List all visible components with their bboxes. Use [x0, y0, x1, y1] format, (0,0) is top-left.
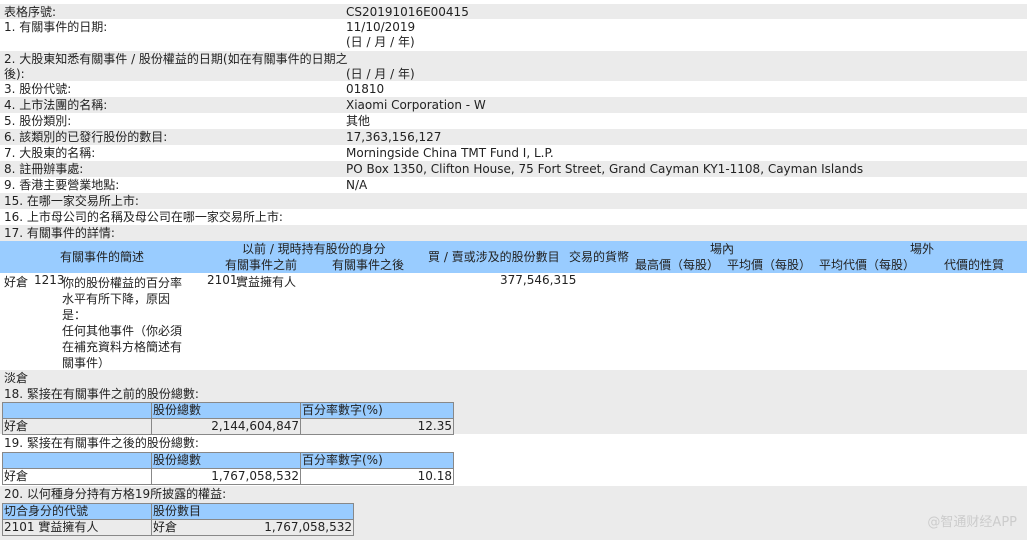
col-avg-consid: 平均代價（每股）	[819, 258, 916, 272]
desc-line: 在補充資料方格簡述有	[62, 340, 183, 354]
field-label: 15. 在哪一家交易所上市:	[4, 194, 139, 208]
field-row: 表格序號: CS20191016E00415	[0, 4, 1027, 19]
watermark: @智通财经APP	[927, 515, 1017, 530]
field-row: 5. 股份類別: 其他	[0, 113, 1027, 129]
s19-table: 股份總數 百分率數字(%) 好倉 1,767,058,532 10.18	[2, 452, 454, 485]
field-row: 17. 有關事件的詳情:	[0, 225, 1027, 241]
s20-shares: 1,767,058,532	[197, 519, 355, 536]
field-value-note: (日 / 月 / 年)	[346, 67, 415, 81]
desc-line: 你的股份權益的百分率	[62, 276, 183, 290]
col-nature: 代價的性質	[944, 258, 1005, 272]
field-value: Morningside China TMT Fund I, L.P.	[346, 146, 554, 160]
s20-title: 20. 以何種身分持有方格19所披露的權益:	[4, 487, 227, 501]
field-label: 6. 該類別的已發行股份的數目:	[4, 130, 168, 144]
field-label: 7. 大股東的名稱:	[4, 146, 96, 160]
s19-pos: 好倉	[2, 468, 152, 485]
s19-shares: 1,767,058,532	[151, 468, 301, 485]
field-value: 17,363,156,127	[346, 130, 442, 144]
s20-pos: 好倉	[151, 519, 198, 536]
s18-shares: 2,144,604,847	[151, 418, 301, 435]
s18-pos: 好倉	[2, 418, 152, 435]
col-shares: 買 / 賣或涉及的股份數目	[428, 250, 560, 264]
s18-table: 股份總數 百分率數字(%) 好倉 2,144,604,847 12.35	[2, 402, 454, 435]
field-label: 表格序號:	[4, 5, 57, 19]
field-label: 3. 股份代號:	[4, 82, 72, 96]
short-row: 淡倉	[0, 370, 1027, 386]
col-before: 有關事件之前	[225, 258, 298, 272]
field-label-cont: 後):	[4, 67, 25, 81]
col-desc: 有關事件的簡述	[60, 250, 145, 264]
s19-pct: 10.18	[300, 468, 454, 485]
field-row: 3. 股份代號: 01810	[0, 81, 1027, 97]
event-code: 1213	[34, 273, 65, 287]
col-offex: 場外	[910, 242, 935, 256]
field-label: 16. 上市母公司的名稱及母公司在哪一家交易所上市:	[4, 210, 283, 224]
col-high: 最高價（每股）	[635, 258, 720, 272]
field-row: 4. 上市法團的名稱: Xiaomi Corporation - W	[0, 97, 1027, 113]
shares-involved: 377,546,315	[500, 273, 577, 287]
field-row: 8. 註冊辦事處: PO Box 1350, Clifton House, 75 …	[0, 161, 1027, 177]
field-row: 16. 上市母公司的名稱及母公司在哪一家交易所上市:	[0, 209, 1027, 225]
field-label: 8. 註冊辦事處:	[4, 162, 84, 176]
s20-col1: 切合身分的代號	[2, 503, 152, 520]
field-label: 2. 大股東知悉有關事件 / 股份權益的日期(如在有關事件的日期之	[4, 52, 348, 66]
before-code: 2101	[207, 273, 238, 287]
field-label: 9. 香港主要營業地點:	[4, 178, 120, 192]
col-onex: 場內	[710, 242, 735, 256]
field-row: 15. 在哪一家交易所上市:	[0, 193, 1027, 209]
s18-col2: 百分率數字(%)	[300, 402, 454, 419]
col-capacity: 以前 / 現時持有股份的身分	[242, 242, 386, 256]
desc-line: 水平有所下降，原因	[62, 292, 171, 306]
field-value: 其他	[346, 114, 371, 128]
field-value: 01810	[346, 82, 385, 96]
field-value: N/A	[346, 178, 368, 192]
s18-row: 18. 緊接在有關事件之前的股份總數:	[0, 386, 1027, 402]
field-value: Xiaomi Corporation - W	[346, 98, 486, 112]
field-value-note: (日 / 月 / 年)	[346, 35, 415, 49]
field-label: 5. 股份類別:	[4, 114, 72, 128]
field-label: 17. 有關事件的詳情:	[4, 226, 115, 240]
field-row: 6. 該類別的已發行股份的數目: 17,363,156,127	[0, 129, 1027, 145]
position: 好倉	[4, 275, 29, 289]
details-row: 好倉 1213 你的股份權益的百分率 水平有所下降，原因 是： 任何其他事件（你必須在…	[0, 273, 1027, 370]
s18-col1: 股份總數	[151, 402, 301, 419]
field-row: 7. 大股東的名稱: Morningside China TMT Fund I, …	[0, 145, 1027, 161]
desc-line: 任何其他事件（你必須	[62, 324, 183, 338]
field-value: PO Box 1350, Clifton House, 75 Fort Stre…	[346, 162, 864, 176]
short-label: 淡倉	[4, 371, 29, 385]
field-row: 9. 香港主要營業地點: N/A	[0, 177, 1027, 193]
before-capacity: 實益擁有人	[236, 275, 297, 289]
field-row: 1. 有關事件的日期: 11/10/2019 (日 / 月 / 年)	[0, 19, 1027, 51]
s20-table: 切合身分的代號 股份數目 2101 實益擁有人 好倉 1,767,058,532	[2, 503, 355, 536]
s19-col1: 股份總數	[151, 452, 301, 469]
field-value: CS20191016E00415	[346, 5, 469, 19]
desc-line: 是：	[62, 308, 87, 322]
s19-row: 19. 緊接在有關事件之後的股份總數:	[0, 435, 1027, 451]
s20-code: 2101 實益擁有人	[2, 519, 152, 536]
field-label: 4. 上市法團的名稱:	[4, 98, 108, 112]
field-row: 2. 大股東知悉有關事件 / 股份權益的日期(如在有關事件的日期之 後): (日 /…	[0, 51, 1027, 81]
s20-col2: 股份數目	[151, 503, 354, 520]
s18-title: 18. 緊接在有關事件之前的股份總數:	[4, 387, 199, 401]
col-after: 有關事件之後	[332, 258, 405, 272]
s18-pct: 12.35	[300, 418, 454, 435]
field-value: 11/10/2019	[346, 20, 416, 34]
col-currency: 交易的貨幣	[569, 250, 630, 264]
event-desc: 你的股份權益的百分率 水平有所下降，原因 是： 任何其他事件（你必須 在補充資料方格簡述…	[62, 275, 182, 371]
col-avg: 平均價（每股）	[727, 258, 812, 272]
field-label: 1. 有關事件的日期:	[4, 20, 108, 34]
s19-title: 19. 緊接在有關事件之後的股份總數:	[4, 436, 199, 450]
desc-line: 關事件）	[62, 356, 111, 370]
s19-col2: 百分率數字(%)	[300, 452, 454, 469]
details-header: 有關事件的簡述 以前 / 現時持有股份的身分 有關事件之前 有關事件之後 買 /…	[0, 241, 1027, 273]
